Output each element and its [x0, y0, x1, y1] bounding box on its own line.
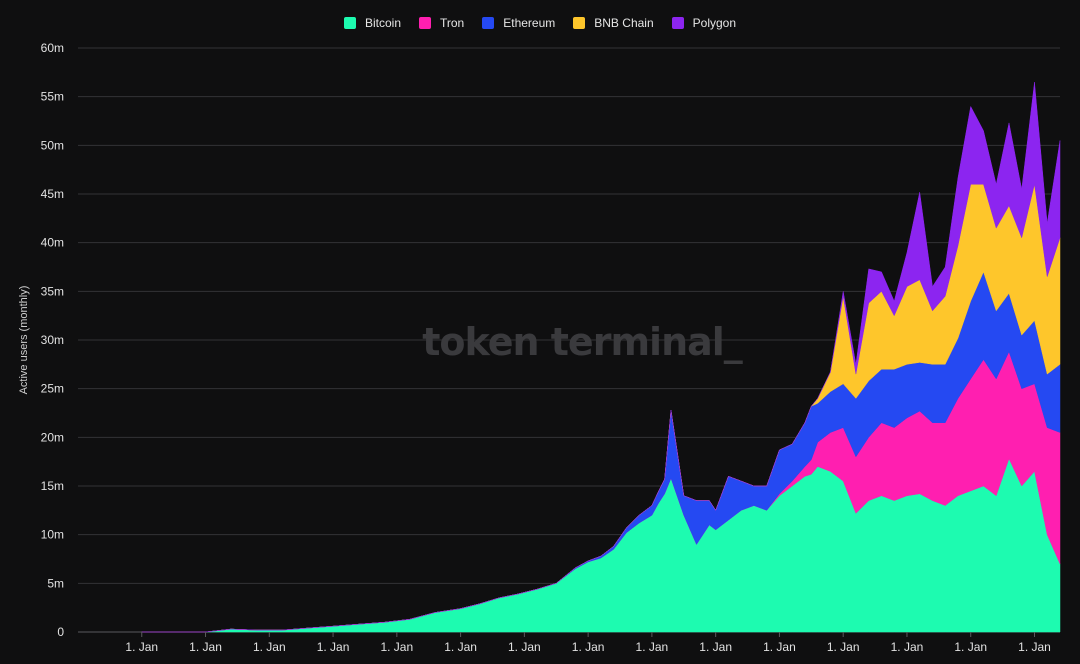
- area-polygon[interactable]: [141, 82, 1061, 633]
- y-tick-label: 15m: [41, 479, 64, 493]
- legend-swatch: [343, 17, 356, 29]
- legend-item-polygon[interactable]: Polygon: [671, 16, 737, 30]
- legend-swatch: [482, 17, 495, 29]
- legend-label: Bitcoin: [364, 16, 401, 30]
- y-axis-label: Active users (monthly): [18, 286, 30, 395]
- x-tick-label: 1. Jan: [699, 640, 732, 654]
- legend-item-bitcoin[interactable]: Bitcoin: [343, 16, 401, 30]
- y-tick-label: 45m: [41, 187, 64, 201]
- x-tick-label: 1. Jan: [508, 640, 541, 654]
- legend-item-bnb-chain[interactable]: BNB Chain: [573, 16, 654, 30]
- y-tick-label: 50m: [41, 138, 64, 152]
- legend-label: BNB Chain: [594, 16, 654, 30]
- y-tick-label: 0: [57, 625, 64, 639]
- legend-label: Ethereum: [503, 16, 556, 30]
- x-tick-label: 1. Jan: [444, 640, 477, 654]
- x-tick-label: 1. Jan: [253, 640, 286, 654]
- x-tick-label: 1. Jan: [572, 640, 605, 654]
- area-series: [141, 82, 1061, 633]
- x-tick-label: 1. Jan: [891, 640, 924, 654]
- x-tick-label: 1. Jan: [1018, 640, 1051, 654]
- legend-swatch: [671, 17, 684, 29]
- legend: Bitcoin Tron Ethereum BNB Chain Polygon: [0, 16, 1080, 30]
- y-tick-label: 35m: [41, 284, 64, 298]
- grid-lines: [78, 47, 1060, 633]
- x-tick-label: 1. Jan: [636, 640, 669, 654]
- y-tick-label: 55m: [41, 90, 64, 104]
- x-tick-label: 1. Jan: [763, 640, 796, 654]
- legend-item-ethereum[interactable]: Ethereum: [482, 16, 555, 30]
- x-tick-label: 1. Jan: [189, 640, 222, 654]
- legend-item-tron[interactable]: Tron: [419, 16, 464, 30]
- y-tick-label: 30m: [41, 333, 64, 347]
- legend-swatch: [419, 17, 431, 29]
- y-tick-label: 20m: [41, 430, 64, 444]
- y-axis-ticks: 0 5m 10m 15m 20m 25m 30m 35m 40m 45m 50m 55m 60m: [41, 41, 65, 639]
- y-tick-label: 5m: [47, 576, 64, 590]
- legend-label: Polygon: [692, 16, 737, 30]
- legend-label: Tron: [440, 16, 465, 30]
- y-tick-label: 60m: [41, 41, 64, 55]
- y-tick-label: 40m: [41, 236, 64, 250]
- x-tick-label: 1. Jan: [954, 640, 987, 654]
- y-tick-label: 10m: [41, 528, 64, 542]
- watermark: token terminal_: [422, 320, 743, 364]
- y-tick-label: 25m: [41, 382, 64, 396]
- x-axis-ticks: 1. Jan 1. Jan 1. Jan 1. Jan 1. Jan 1. Jan 1. J…: [125, 632, 1051, 654]
- x-tick-label: 1. Jan: [125, 640, 158, 654]
- x-tick-label: 1. Jan: [317, 640, 350, 654]
- legend-swatch: [573, 17, 586, 29]
- x-tick-label: 1. Jan: [827, 640, 860, 654]
- x-tick-label: 1. Jan: [380, 640, 413, 654]
